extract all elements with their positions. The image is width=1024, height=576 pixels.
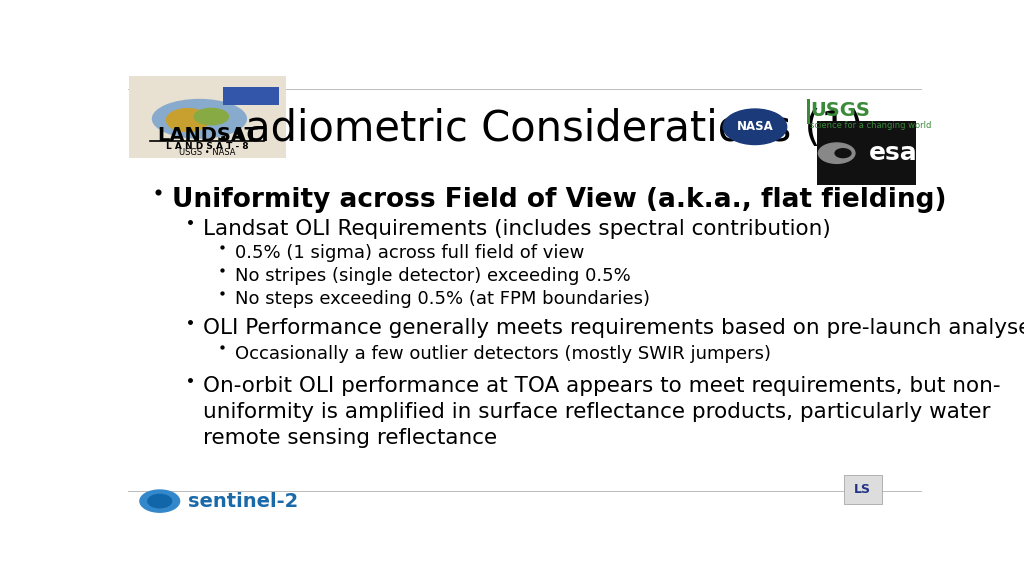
FancyBboxPatch shape	[129, 76, 286, 158]
Text: Uniformity across Field of View (a.k.a., flat fielding): Uniformity across Field of View (a.k.a.,…	[172, 187, 946, 213]
Text: OLI Performance generally meets requirements based on pre-launch analyses: OLI Performance generally meets requirem…	[204, 319, 1024, 338]
Circle shape	[723, 109, 786, 145]
Ellipse shape	[166, 108, 209, 132]
Ellipse shape	[152, 99, 247, 139]
Text: 0.5% (1 sigma) across full field of view: 0.5% (1 sigma) across full field of view	[236, 244, 585, 262]
Text: LS: LS	[854, 483, 871, 495]
Text: science for a changing world: science for a changing world	[811, 122, 932, 130]
FancyBboxPatch shape	[817, 121, 916, 185]
Circle shape	[140, 490, 179, 512]
Text: No stripes (single detector) exceeding 0.5%: No stripes (single detector) exceeding 0…	[236, 267, 631, 285]
Text: On-orbit OLI performance at TOA appears to meet requirements, but non-
uniformit: On-orbit OLI performance at TOA appears …	[204, 377, 1000, 448]
Circle shape	[147, 494, 172, 508]
Circle shape	[818, 143, 855, 164]
Text: USGS: USGS	[811, 101, 870, 120]
Text: No steps exceeding 0.5% (at FPM boundaries): No steps exceeding 0.5% (at FPM boundari…	[236, 290, 650, 308]
Text: NASA: NASA	[736, 120, 773, 133]
Text: USGS • NASA: USGS • NASA	[179, 148, 236, 157]
Circle shape	[836, 149, 851, 158]
FancyBboxPatch shape	[844, 475, 882, 504]
Ellipse shape	[194, 108, 229, 126]
Text: Occasionally a few outlier detectors (mostly SWIR jumpers): Occasionally a few outlier detectors (mo…	[236, 344, 771, 362]
Text: Landsat OLI Requirements (includes spectral contribution): Landsat OLI Requirements (includes spect…	[204, 218, 831, 238]
Text: LANDSAT: LANDSAT	[157, 126, 258, 145]
FancyBboxPatch shape	[223, 87, 279, 105]
Text: L A N D S A T - 8: L A N D S A T - 8	[166, 142, 249, 151]
FancyBboxPatch shape	[807, 99, 811, 124]
Text: sentinel-2: sentinel-2	[187, 491, 298, 510]
Text: esa: esa	[868, 141, 918, 165]
Text: Radiometric Considerations (1): Radiometric Considerations (1)	[217, 108, 864, 150]
